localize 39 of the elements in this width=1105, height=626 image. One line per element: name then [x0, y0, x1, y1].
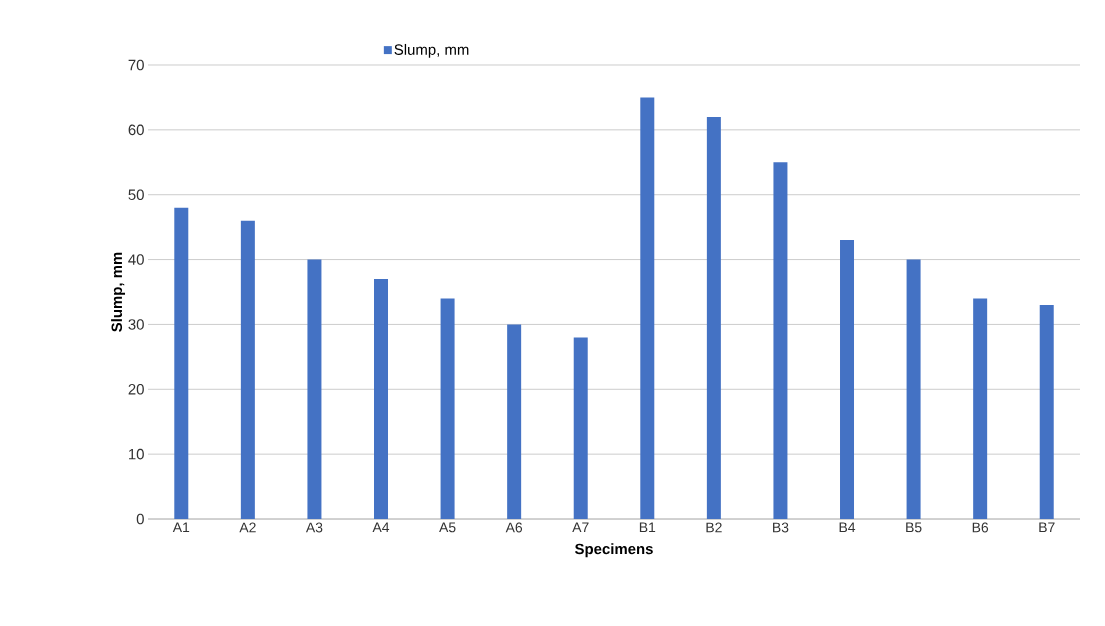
bar [773, 162, 788, 519]
bar [840, 240, 855, 519]
x-tick-label: B2 [706, 522, 722, 533]
bar [507, 324, 522, 519]
bar [640, 97, 655, 519]
x-tick-label: B5 [906, 522, 922, 533]
bar [573, 337, 588, 519]
y-tick-label: 70 [128, 59, 144, 71]
y-axis-title: Slump, mm [111, 252, 126, 332]
x-axis-title: Specimens [574, 543, 653, 558]
y-tick-label: 20 [128, 383, 144, 395]
x-tick-label: B6 [972, 522, 989, 533]
y-tick-label: 50 [128, 189, 144, 200]
bar [374, 279, 388, 519]
bar [706, 116, 721, 519]
y-tick-label: 60 [128, 124, 144, 136]
x-tick-label: B4 [839, 522, 856, 533]
bar [906, 259, 921, 519]
bar [440, 298, 455, 519]
bar [307, 259, 322, 519]
bar [174, 207, 189, 519]
x-tick-label: A1 [172, 522, 190, 533]
y-tick-label: 30 [128, 319, 144, 330]
x-tick-label: A7 [572, 522, 589, 533]
x-tick-label: B1 [639, 522, 656, 533]
x-tick-label: B7 [1039, 522, 1055, 533]
y-tick-label: 40 [128, 254, 144, 265]
x-tick-label: A4 [372, 522, 390, 533]
x-tick-label: A6 [505, 522, 523, 533]
x-tick-label: A2 [239, 522, 256, 533]
x-tick-label: A3 [305, 522, 323, 533]
x-tick-label: A5 [439, 522, 456, 533]
y-tick-label: 10 [129, 448, 144, 460]
x-tick-label: B3 [773, 522, 789, 533]
bar [973, 298, 988, 519]
y-tick-label: 0 [136, 513, 144, 525]
bar [240, 220, 255, 519]
bar [1039, 304, 1054, 519]
legend-label: Slump, mm [394, 43, 469, 58]
